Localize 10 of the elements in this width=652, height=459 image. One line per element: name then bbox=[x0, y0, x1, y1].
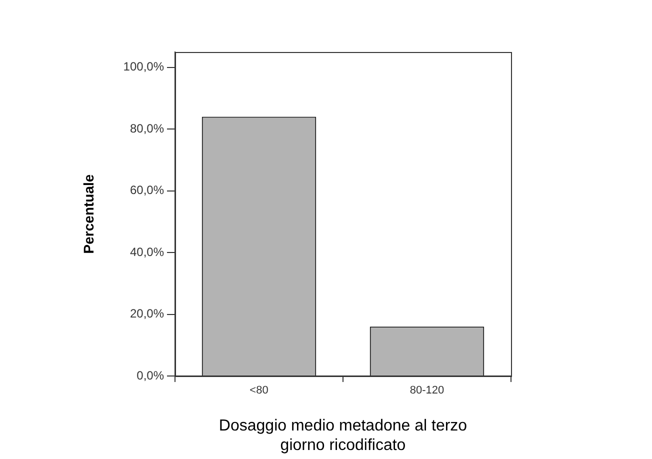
y-tick-label: 20,0% bbox=[130, 306, 164, 321]
x-tick-label: <80 bbox=[250, 384, 268, 397]
y-tick-label: 0,0% bbox=[136, 368, 164, 382]
y-tick-label: 100,0% bbox=[123, 60, 164, 74]
y-axis-title: Percentuale bbox=[80, 174, 96, 254]
y-tick-label: 40,0% bbox=[130, 244, 164, 259]
x-tick-label: 80-120 bbox=[410, 384, 444, 397]
y-tick-label: 60,0% bbox=[130, 183, 164, 198]
y-tick-label: 80,0% bbox=[130, 121, 164, 136]
x-axis-title: Dosaggio medio metadone al terzo giorno ricodificato bbox=[218, 418, 468, 454]
